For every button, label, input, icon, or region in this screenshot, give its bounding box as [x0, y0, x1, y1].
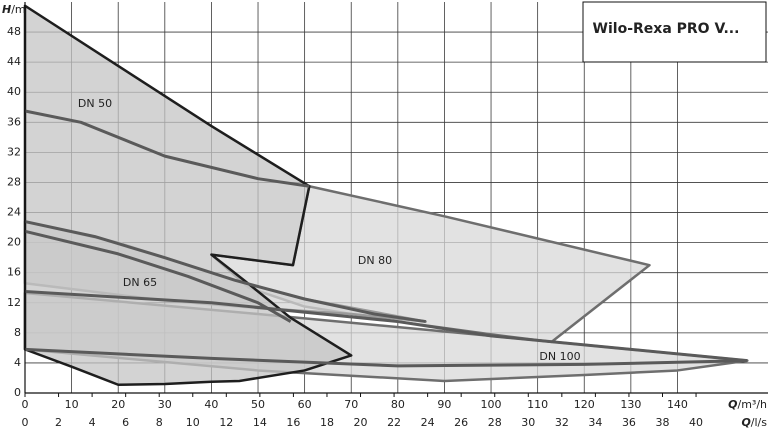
- x-tick-label: 20: [111, 398, 125, 411]
- x2-tick-label: 16: [286, 416, 300, 429]
- x-axis-title: Q/m³/h: [728, 398, 767, 411]
- x2-tick-label: 6: [122, 416, 129, 429]
- x2-tick-label: 22: [387, 416, 401, 429]
- x-tick-label: 130: [620, 398, 641, 411]
- region-label: DN 65: [123, 276, 157, 289]
- x2-tick-label: 32: [555, 416, 569, 429]
- x-tick-label: 70: [344, 398, 358, 411]
- x2-tick-label: 8: [156, 416, 163, 429]
- y-tick-label: 32: [7, 145, 21, 158]
- x2-tick-label: 36: [622, 416, 636, 429]
- y-tick-label: 36: [7, 115, 21, 128]
- x2-tick-label: 24: [421, 416, 435, 429]
- curve: [24, 347, 748, 368]
- x2-tick-label: 40: [689, 416, 703, 429]
- curve: [24, 109, 310, 188]
- x-tick-label: 60: [298, 398, 312, 411]
- curve: [24, 220, 427, 324]
- y-tick-label: 0: [14, 386, 21, 399]
- x-tick-label: 0: [22, 398, 29, 411]
- region: [23, 4, 353, 386]
- x2-tick-label: 26: [454, 416, 468, 429]
- x2-tick-label: 12: [219, 416, 233, 429]
- x2-tick-label: 18: [320, 416, 334, 429]
- x-tick-label: 90: [437, 398, 451, 411]
- title-box: [582, 1, 767, 63]
- y-tick-label: 48: [7, 25, 21, 38]
- y-tick-label: 20: [7, 236, 21, 249]
- curves: [24, 109, 748, 368]
- x2-label: Q: [741, 416, 750, 429]
- y-tick-label: 12: [7, 296, 21, 309]
- y-label: H: [2, 3, 11, 16]
- x2-tick-label: 0: [22, 416, 29, 429]
- x-tick-label: 120: [574, 398, 595, 411]
- region-label: DN 80: [358, 254, 392, 267]
- x-tick-label: 10: [65, 398, 79, 411]
- x2-tick-label: 2: [55, 416, 62, 429]
- region-label: DN 100: [539, 350, 580, 363]
- y-tick-label: 8: [14, 326, 21, 339]
- x2-tick-label: 10: [186, 416, 200, 429]
- x2-tick-label: 14: [253, 416, 267, 429]
- y-tick-label: 16: [7, 266, 21, 279]
- y-tick-label: 44: [7, 55, 21, 68]
- x-label: Q: [728, 398, 737, 411]
- x-tick-label: 110: [527, 398, 548, 411]
- x2-tick-label: 38: [655, 416, 669, 429]
- x2-tick-label: 20: [354, 416, 368, 429]
- y-tick-label: 40: [7, 85, 21, 98]
- region-label: DN 50: [78, 97, 112, 110]
- y-axis-title: H/m: [2, 3, 26, 16]
- x-tick-label: 140: [667, 398, 688, 411]
- x-tick-label: 30: [158, 398, 172, 411]
- x-tick-label: 100: [481, 398, 502, 411]
- x2-tick-label: 30: [521, 416, 535, 429]
- y-tick-label: 28: [7, 175, 21, 188]
- curve: [24, 289, 748, 363]
- y-tick-label: 4: [14, 356, 21, 369]
- x2-axis-title: Q/l/s: [741, 416, 767, 429]
- y-unit: /m: [11, 3, 25, 16]
- chart-title: Wilo-Rexa PRO V...: [593, 21, 740, 37]
- x2-tick-label: 4: [89, 416, 96, 429]
- y-tick-label: 24: [7, 206, 21, 219]
- x2-tick-label: 28: [488, 416, 502, 429]
- x2-tick-label: 34: [588, 416, 602, 429]
- x-tick-label: 50: [251, 398, 265, 411]
- x-tick-label: 40: [204, 398, 218, 411]
- x2-unit: /l/s: [751, 416, 767, 429]
- x-tick-label: 80: [391, 398, 405, 411]
- x-unit: /m³/h: [737, 398, 767, 411]
